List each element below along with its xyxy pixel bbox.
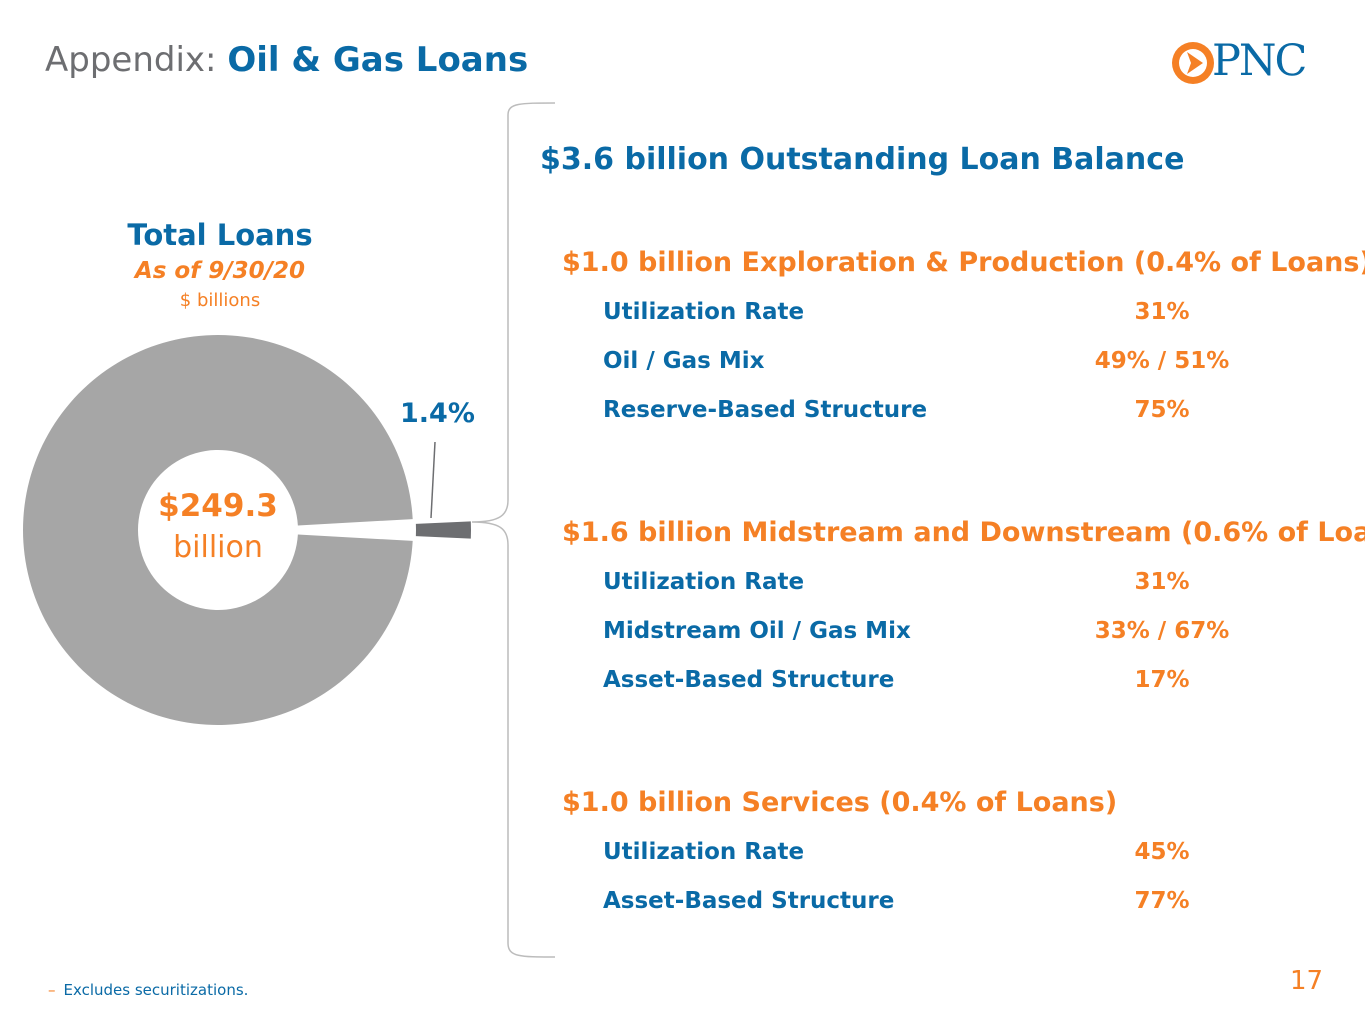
metric-row: Reserve-Based Structure 75% bbox=[562, 395, 1322, 444]
donut-chart bbox=[23, 335, 471, 725]
chart-subtitle: As of 9/30/20 bbox=[134, 258, 306, 284]
metric-label: Asset-Based Structure bbox=[603, 888, 895, 914]
metric-row: Asset-Based Structure 17% bbox=[562, 665, 1322, 714]
footnote: – Excludes securitizations. bbox=[48, 981, 248, 999]
bracket-connector bbox=[471, 102, 556, 958]
metric-row: Oil / Gas Mix 49% / 51% bbox=[562, 346, 1322, 395]
title-main: Oil & Gas Loans bbox=[227, 40, 529, 80]
metric-value: 45% bbox=[1134, 839, 1190, 865]
section-title: $1.0 billion Exploration & Production (0… bbox=[562, 247, 1365, 278]
metric-row: Utilization Rate 31% bbox=[562, 567, 1322, 616]
page-title: Appendix: Oil & Gas Loans bbox=[45, 40, 528, 80]
metric-label: Asset-Based Structure bbox=[603, 667, 895, 693]
metric-row: Utilization Rate 45% bbox=[562, 837, 1322, 886]
metric-label: Utilization Rate bbox=[603, 839, 805, 865]
metric-value: 33% / 67% bbox=[1094, 618, 1230, 644]
pie-slice-other-loans bbox=[23, 335, 413, 725]
footnote-text: Excludes securitizations. bbox=[63, 981, 249, 999]
footnote-dash: – bbox=[48, 981, 56, 999]
metric-row: Asset-Based Structure 77% bbox=[562, 886, 1322, 935]
chart-unit-label: $ billions bbox=[179, 290, 261, 311]
slice-leader-line bbox=[430, 441, 436, 519]
metric-label: Reserve-Based Structure bbox=[603, 397, 928, 423]
center-total-unit: billion bbox=[173, 530, 263, 565]
pnc-logo-icon bbox=[1172, 42, 1214, 84]
slice-label-oil-gas: 1.4% bbox=[400, 398, 475, 429]
metric-row: Midstream Oil / Gas Mix 33% / 67% bbox=[562, 616, 1322, 665]
center-total-value: $249.3 bbox=[158, 488, 278, 524]
section-midstream-downstream: $1.6 billion Midstream and Downstream (0… bbox=[562, 517, 1365, 714]
metric-value: 17% bbox=[1134, 667, 1190, 693]
section-exploration-production: $1.0 billion Exploration & Production (0… bbox=[562, 247, 1365, 444]
metric-value: 31% bbox=[1134, 299, 1190, 325]
summary-headline: $3.6 billion Outstanding Loan Balance bbox=[540, 142, 1185, 177]
metric-label: Utilization Rate bbox=[603, 299, 805, 325]
metric-value: 75% bbox=[1134, 397, 1190, 423]
title-prefix: Appendix: bbox=[45, 40, 217, 80]
metric-row: Utilization Rate 31% bbox=[562, 297, 1322, 346]
chart-title: Total Loans bbox=[127, 218, 313, 252]
metric-label: Midstream Oil / Gas Mix bbox=[603, 618, 911, 644]
section-title: $1.0 billion Services (0.4% of Loans) bbox=[562, 787, 1118, 818]
metric-value: 77% bbox=[1134, 888, 1190, 914]
section-services: $1.0 billion Services (0.4% of Loans) Ut… bbox=[562, 787, 1322, 935]
section-title: $1.6 billion Midstream and Downstream (0… bbox=[562, 517, 1365, 548]
metric-label: Oil / Gas Mix bbox=[603, 348, 765, 374]
metric-value: 49% / 51% bbox=[1094, 348, 1230, 374]
logo-text: PNC bbox=[1212, 36, 1307, 86]
metric-value: 31% bbox=[1134, 569, 1190, 595]
metric-label: Utilization Rate bbox=[603, 569, 805, 595]
pie-slice-oil-gas bbox=[415, 521, 471, 539]
page-number: 17 bbox=[1290, 966, 1324, 996]
